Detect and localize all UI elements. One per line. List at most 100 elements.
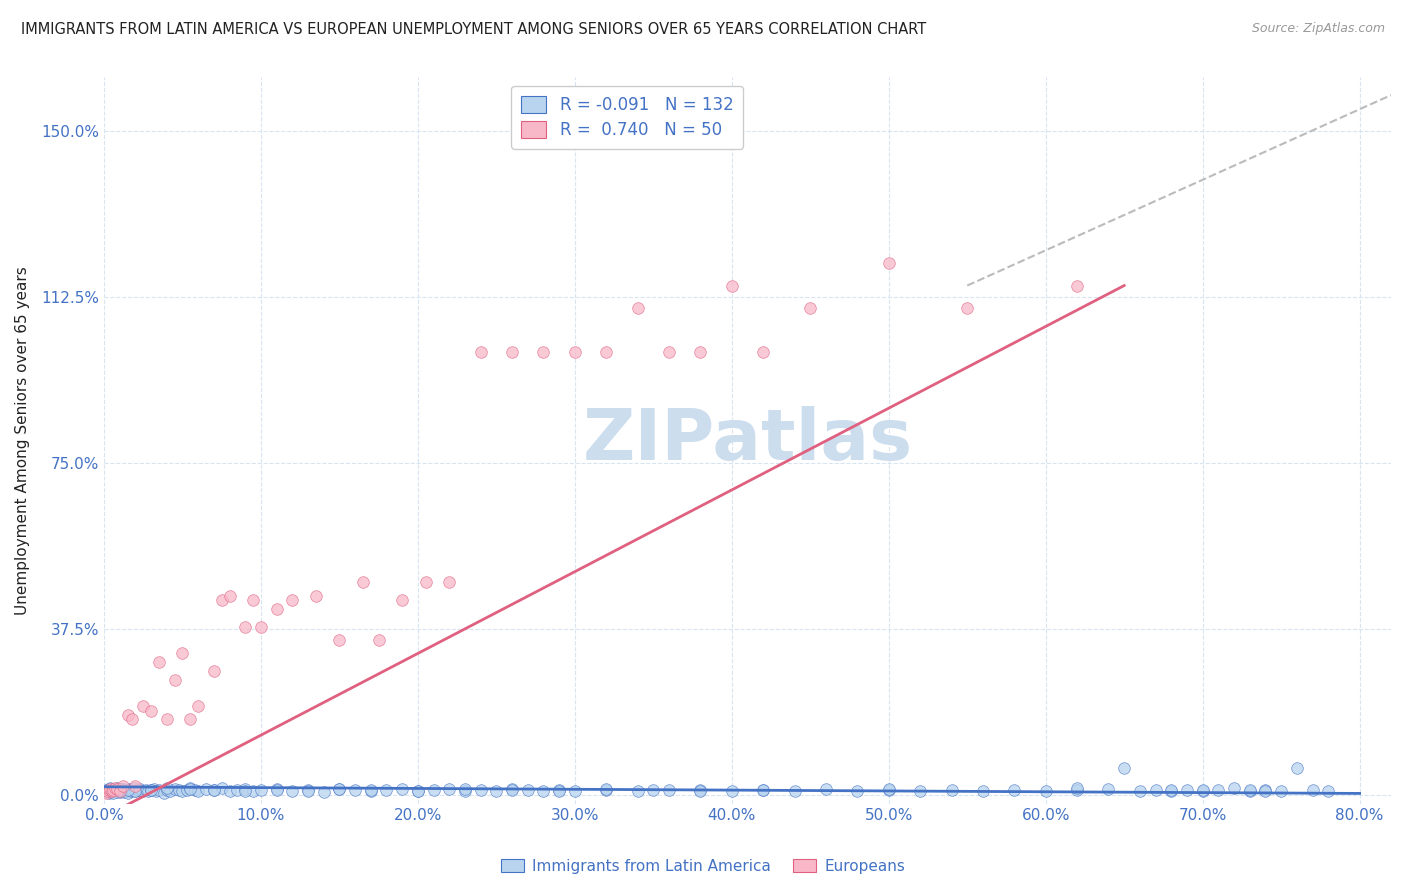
Point [266, 602, 288, 616]
Point [120, 784, 142, 798]
Point [112, 782, 135, 797]
Point [501, 345, 523, 359]
Point [406, 784, 429, 798]
Point [143, 782, 166, 797]
Point [124, 784, 146, 798]
Point [218, 784, 240, 798]
Point [328, 782, 350, 797]
Point [202, 664, 225, 678]
Point [360, 784, 382, 798]
Point [148, 655, 170, 669]
Point [139, 783, 162, 797]
Point [658, 783, 681, 797]
Point [107, 783, 129, 797]
Point [156, 713, 179, 727]
Point [406, 784, 429, 798]
Point [360, 783, 382, 797]
Point [156, 783, 179, 797]
Point [97, 786, 120, 800]
Point [375, 783, 398, 797]
Point [1002, 783, 1025, 797]
Point [122, 781, 145, 796]
Point [101, 785, 124, 799]
Point [281, 784, 304, 798]
Point [1144, 783, 1167, 797]
Point [266, 782, 288, 797]
Point [176, 783, 198, 797]
Point [128, 783, 150, 797]
Point [391, 782, 413, 797]
Text: IMMIGRANTS FROM LATIN AMERICA VS EUROPEAN UNEMPLOYMENT AMONG SENIORS OVER 65 YEA: IMMIGRANTS FROM LATIN AMERICA VS EUROPEA… [21, 22, 927, 37]
Point [211, 593, 233, 607]
Point [117, 783, 139, 797]
Point [103, 786, 125, 800]
Point [111, 779, 134, 793]
Point [172, 646, 194, 660]
Legend: R = -0.091   N = 132, R =  0.740   N = 50: R = -0.091 N = 132, R = 0.740 N = 50 [512, 86, 744, 149]
Point [1191, 784, 1213, 798]
Point [1285, 761, 1308, 775]
Point [105, 781, 128, 796]
Point [626, 301, 648, 315]
Point [548, 783, 571, 797]
Point [1254, 784, 1277, 798]
Point [470, 345, 492, 359]
Point [846, 784, 869, 798]
Point [1302, 783, 1324, 797]
Point [117, 786, 139, 800]
Point [187, 699, 209, 714]
Point [752, 783, 775, 797]
Text: Source: ZipAtlas.com: Source: ZipAtlas.com [1251, 22, 1385, 36]
Point [439, 575, 461, 590]
Point [470, 783, 492, 797]
Point [439, 782, 461, 797]
Point [94, 786, 117, 800]
Point [156, 781, 179, 796]
Point [110, 784, 132, 798]
Point [1114, 761, 1136, 775]
Point [96, 784, 118, 798]
Point [501, 782, 523, 797]
Point [187, 784, 209, 798]
Point [1066, 278, 1088, 293]
Point [233, 619, 256, 633]
Point [108, 785, 131, 799]
Point [115, 784, 138, 798]
Point [108, 784, 131, 798]
Point [1066, 781, 1088, 796]
Point [202, 783, 225, 797]
Point [454, 784, 477, 798]
Point [972, 784, 994, 798]
Point [105, 782, 128, 797]
Point [783, 784, 806, 798]
Point [1239, 783, 1261, 797]
Point [1208, 783, 1230, 797]
Point [124, 784, 146, 798]
Point [218, 589, 240, 603]
Point [242, 593, 264, 607]
Point [135, 783, 157, 797]
Point [179, 713, 201, 727]
Point [485, 784, 508, 798]
Legend: Immigrants from Latin America, Europeans: Immigrants from Latin America, Europeans [495, 853, 911, 880]
Point [172, 784, 194, 798]
Point [104, 783, 127, 797]
Point [1239, 784, 1261, 798]
Point [564, 345, 586, 359]
Point [1254, 783, 1277, 797]
Point [117, 708, 139, 723]
Point [124, 779, 146, 793]
Point [132, 699, 155, 714]
Point [101, 784, 124, 798]
Point [112, 785, 135, 799]
Point [101, 783, 124, 797]
Point [108, 782, 131, 797]
Point [877, 783, 900, 797]
Point [118, 782, 141, 797]
Point [720, 784, 742, 798]
Point [454, 782, 477, 797]
Point [1035, 784, 1057, 798]
Point [814, 782, 837, 797]
Point [533, 784, 555, 798]
Point [163, 782, 186, 797]
